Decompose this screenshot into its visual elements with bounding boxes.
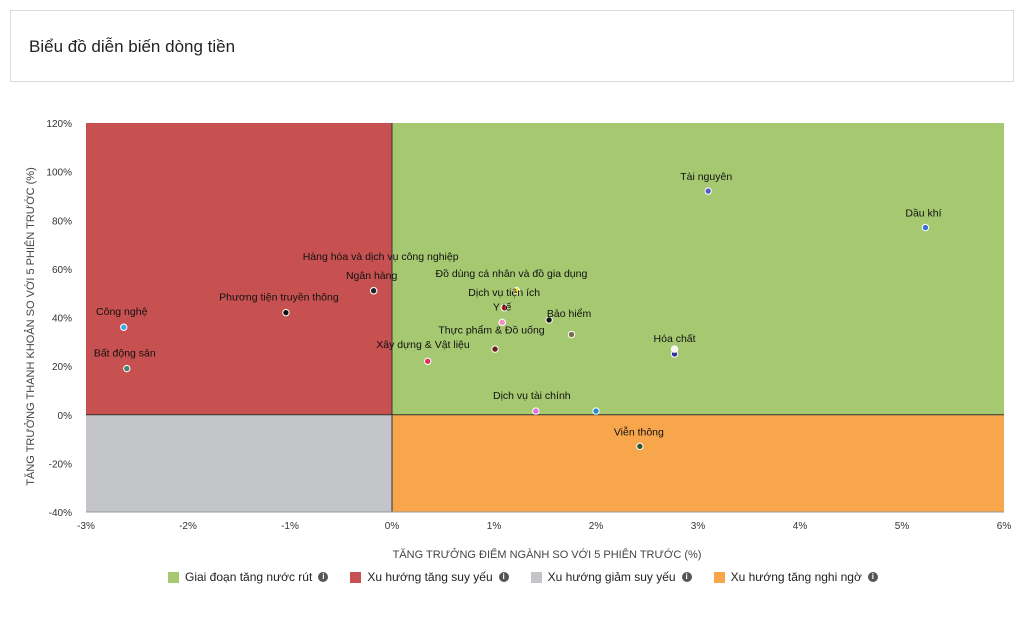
data-point-label: Bảo hiểm xyxy=(547,308,592,320)
data-point xyxy=(282,308,290,317)
y-tick-label: 60% xyxy=(52,265,72,276)
data-point-label: Phương tiện truyền thông xyxy=(219,292,339,304)
data-point-label: Xây dựng & Vật liệu xyxy=(376,339,470,351)
y-tick-label: -20% xyxy=(49,459,72,470)
data-point xyxy=(424,357,432,365)
x-tick-label: -2% xyxy=(179,521,197,532)
data-point xyxy=(512,287,521,295)
data-point xyxy=(369,287,378,295)
info-icon[interactable]: i xyxy=(681,572,692,582)
legend-item-weakening-downtrend[interactable]: Xu hướng giảm suy yếu i xyxy=(530,570,692,584)
page-title: Biểu đồ diễn biến dòng tiền xyxy=(29,37,236,56)
x-tick-label: 2% xyxy=(589,521,604,532)
y-tick-label: 20% xyxy=(52,362,72,373)
legend-label: Xu hướng tăng suy yếu xyxy=(367,570,493,584)
x-tick-label: 5% xyxy=(895,521,910,532)
data-point xyxy=(500,304,508,312)
x-tick-label: 4% xyxy=(793,521,808,532)
x-tick-label: 1% xyxy=(487,521,502,532)
y-tick-label: -40% xyxy=(49,508,72,519)
y-tick-label: 40% xyxy=(52,314,72,325)
data-point-label: Ngân hàng xyxy=(346,270,398,282)
data-point-label: Hóa chất xyxy=(654,333,696,345)
quadrant-weakening-uptrend xyxy=(86,123,392,415)
quadrant-weakening-downtrend xyxy=(86,414,392,512)
data-point xyxy=(567,330,576,339)
data-point-label: Dịch vụ tiện ích xyxy=(468,287,540,299)
legend-label: Xu hướng tăng nghi ngờ xyxy=(730,570,862,584)
y-tick-label: 0% xyxy=(58,411,73,422)
legend-swatch xyxy=(350,571,362,583)
data-point-label: Dầu khí xyxy=(905,208,941,220)
chart-header-panel: Biểu đồ diễn biến dòng tiền xyxy=(10,10,1014,82)
x-tick-label: 0% xyxy=(385,521,400,532)
data-point-label: Y tế xyxy=(493,301,512,313)
legend-item-weakening-uptrend[interactable]: Xu hướng tăng suy yếu i xyxy=(350,570,509,584)
data-point xyxy=(498,318,506,327)
y-axis-title: TĂNG TRƯỞNG THANH KHOẢN SO VỚI 5 PHIÊN T… xyxy=(24,167,37,485)
info-icon[interactable]: i xyxy=(867,572,878,582)
legend-item-doubtful-uptrend[interactable]: Xu hướng tăng nghi ngờ i xyxy=(713,570,878,584)
data-point-label: Dịch vụ tài chính xyxy=(493,390,571,402)
legend-label: Xu hướng giảm suy yếu xyxy=(547,570,676,584)
data-point-label: Công nghệ xyxy=(96,306,148,318)
chart-legend: Giai đoạn tăng nước rút i Xu hướng tăng … xyxy=(168,570,878,584)
data-point xyxy=(670,345,679,353)
info-icon[interactable]: i xyxy=(318,572,329,582)
data-point-label: Tài nguyên xyxy=(680,171,732,183)
data-point xyxy=(592,407,600,415)
data-point xyxy=(491,345,499,353)
data-point xyxy=(636,442,644,451)
data-point-label: Hàng hóa và dịch vụ công nghiệp xyxy=(303,251,459,263)
info-icon[interactable]: i xyxy=(498,572,509,582)
data-point xyxy=(532,407,540,415)
data-point xyxy=(120,323,128,331)
legend-swatch xyxy=(530,571,542,583)
data-point-label: Thực phẩm & Đồ uống xyxy=(438,325,544,337)
x-tick-label: 3% xyxy=(691,521,706,532)
quadrant-sprint-phase xyxy=(392,123,1004,415)
data-point-label: Bất động sản xyxy=(94,348,156,360)
data-point-label: Viễn thông xyxy=(614,425,664,438)
y-tick-label: 120% xyxy=(46,119,72,130)
legend-item-sprint-phase[interactable]: Giai đoạn tăng nước rút i xyxy=(168,570,329,584)
y-tick-label: 80% xyxy=(52,216,72,227)
data-point xyxy=(545,316,553,324)
data-point xyxy=(921,223,930,232)
data-point xyxy=(704,187,712,195)
data-point xyxy=(123,364,131,373)
legend-label: Giai đoạn tăng nước rút xyxy=(185,570,313,584)
y-tick-label: 100% xyxy=(46,168,72,179)
legend-swatch xyxy=(713,571,725,583)
data-point-label: Đồ dùng cá nhân và đồ gia dụng xyxy=(436,268,588,280)
quadrant-doubtful-uptrend xyxy=(392,414,1004,512)
x-axis-title: TĂNG TRƯỞNG ĐIỂM NGÀNH SO VỚI 5 PHIÊN TR… xyxy=(393,548,702,561)
legend-swatch xyxy=(168,571,179,583)
x-tick-label: -3% xyxy=(77,521,95,532)
x-tick-label: -1% xyxy=(281,521,299,532)
x-tick-label: 6% xyxy=(997,521,1012,532)
